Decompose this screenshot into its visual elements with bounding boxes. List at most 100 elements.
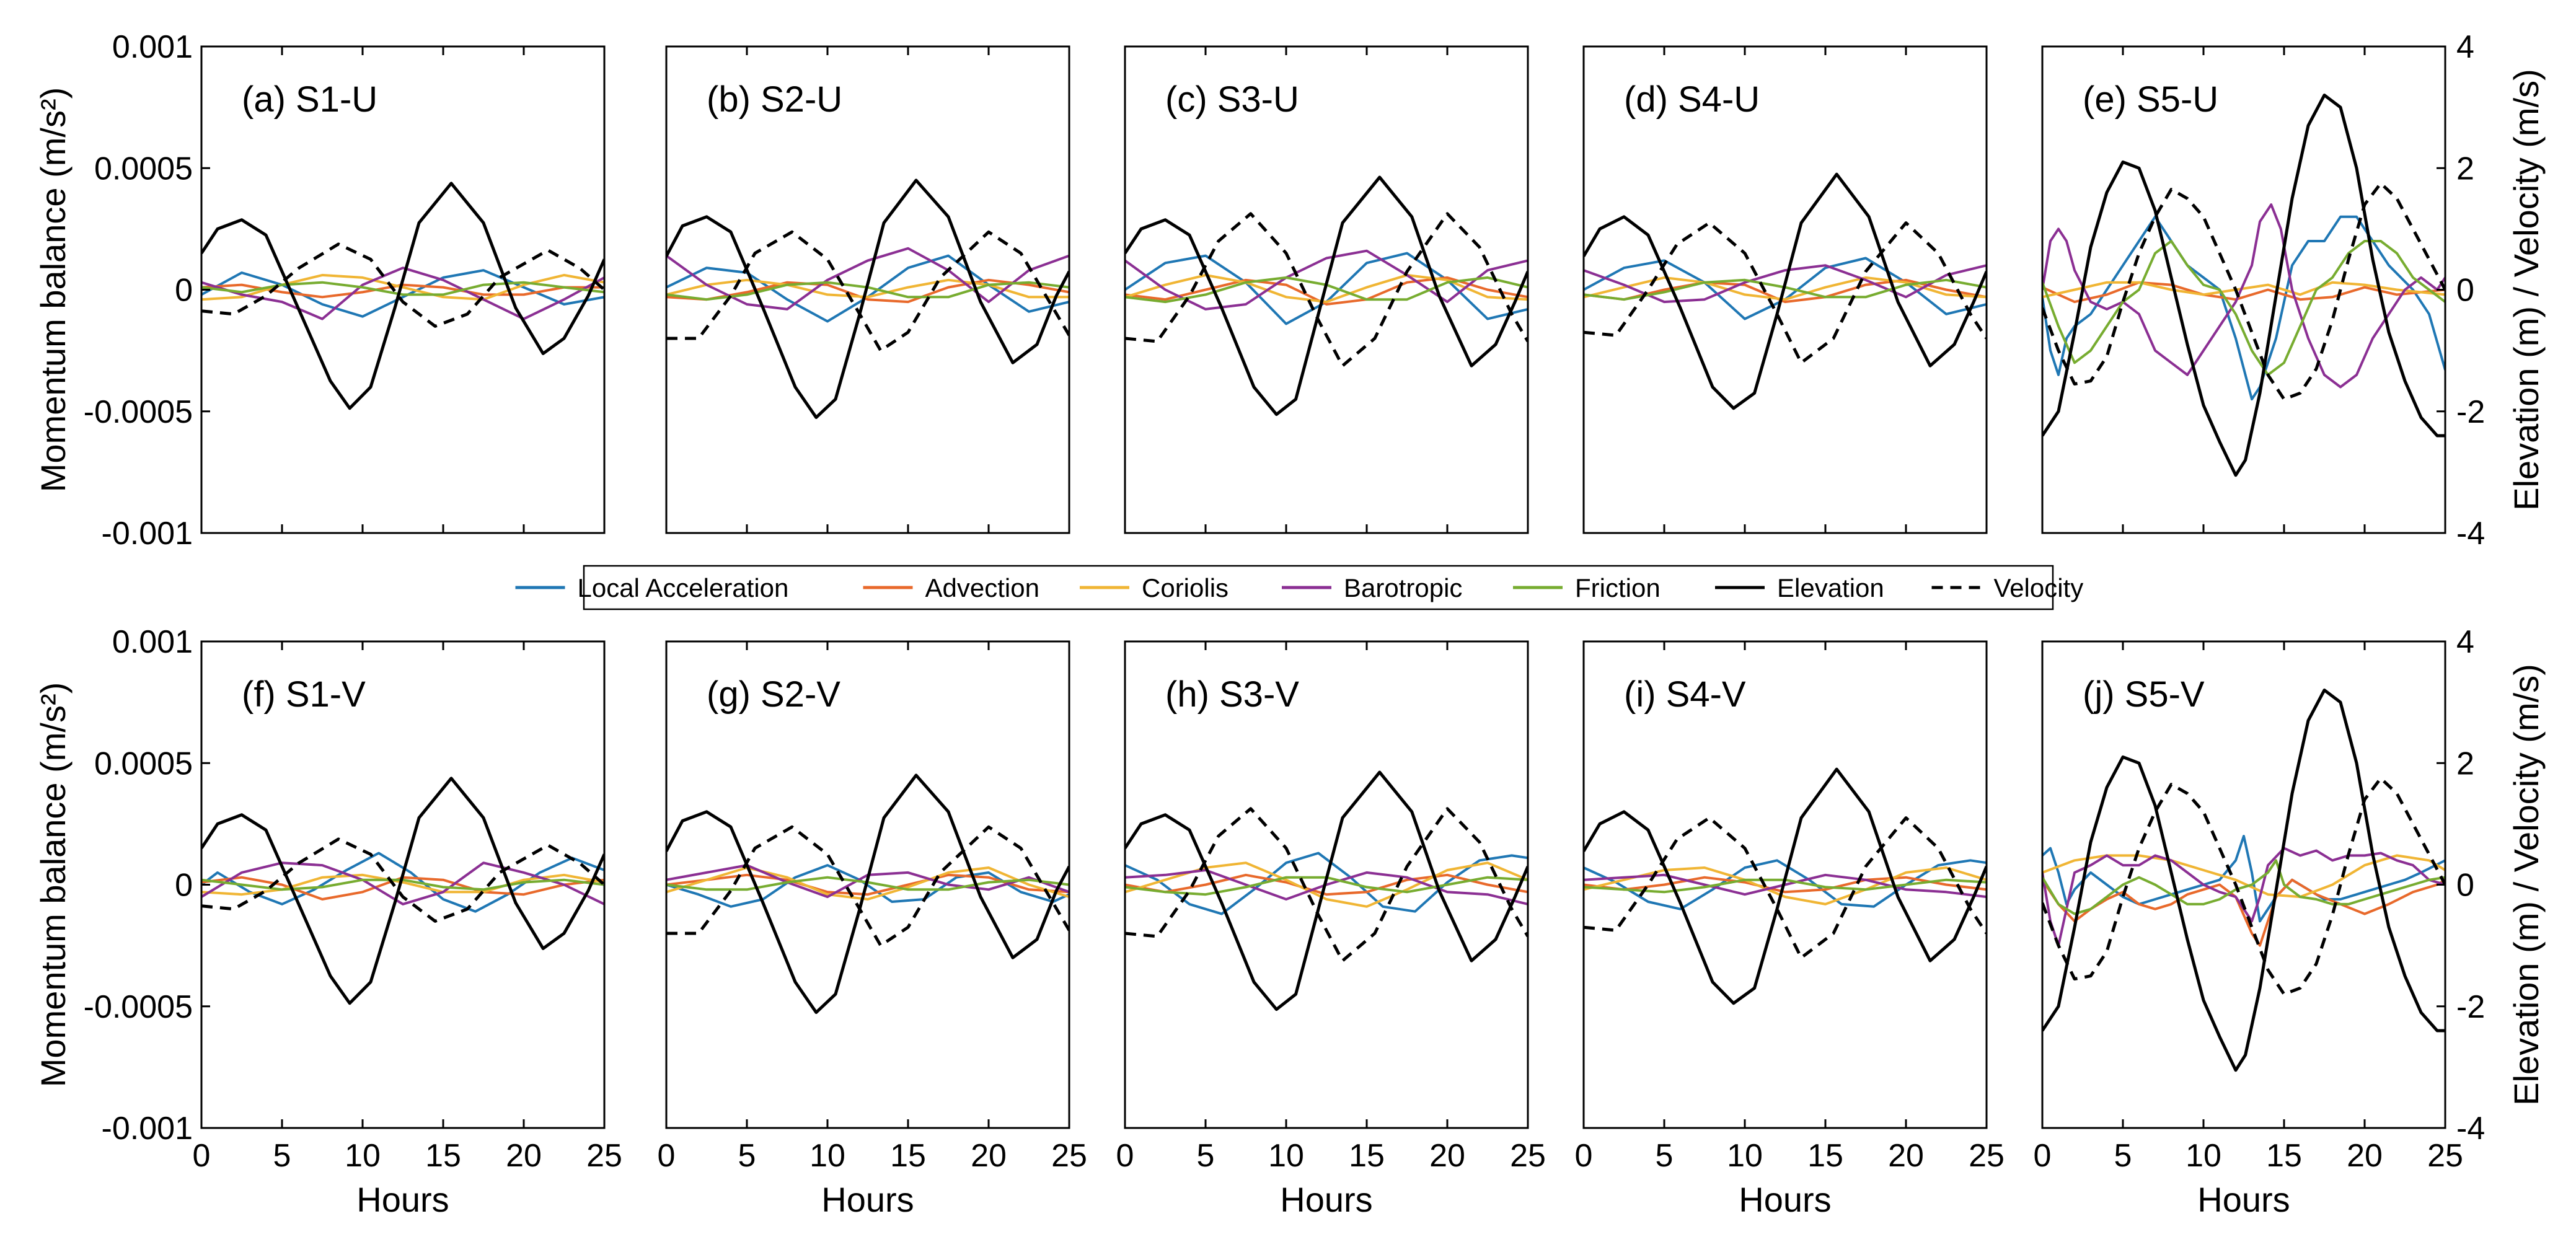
series-line-coriolis [666,278,1069,299]
y-tick-label-right: 4 [2456,624,2474,660]
panel-label: (b) S2-U [707,79,842,120]
x-tick-label: 5 [1656,1138,1674,1174]
x-tick-label: 5 [738,1138,756,1174]
x-tick-label: 0 [658,1138,676,1174]
series-line-elevation [1125,175,1528,416]
y-axis-title-right: Elevation (m) / Velocity (m/s) [2507,664,2546,1106]
series-line-barotropic [1125,249,1528,310]
x-tick-label: 15 [1807,1138,1843,1174]
x-tick-label: 20 [971,1138,1007,1174]
panel-f-s1-v: 0 5 10 15 20 25 Hours -0.001 -0.0005 0 0.0005 0.001… [33,624,622,1219]
y-tick-label-right: 2 [2456,151,2474,187]
panel-h-s3-v: 0 5 10 15 20 25 Hours (h) S3-V [1116,640,1546,1219]
panel-label: (h) S3-V [1165,674,1299,715]
x-tick-label: 25 [2427,1138,2463,1174]
panel-b-s2-u: (b) S2-U [665,45,1070,534]
series-line-velocity [1125,212,1528,368]
x-tick-label: 5 [2114,1138,2132,1174]
series-line-elevation [2042,94,2445,477]
x-tick-label: 10 [1268,1138,1304,1174]
x-tick-label: 15 [425,1138,461,1174]
series-line-barotropic [666,247,1069,310]
series-line-elevation [1584,767,1987,1005]
legend-item-coriolis: Coriolis [1080,573,1228,602]
x-axis-title: Hours [821,1180,914,1219]
legend-label: Barotropic [1344,573,1462,602]
plot-frame [1124,45,1529,534]
legend-label: Local Acceleration [578,573,789,602]
series-line-local-acceleration [666,864,1069,908]
legend-label: Elevation [1777,573,1884,602]
x-tick-label: 15 [1349,1138,1385,1174]
x-tick-label: 20 [2347,1138,2383,1174]
series-line-advection [2042,878,2445,947]
x-tick-label: 5 [1197,1138,1215,1174]
series-line-velocity [1584,816,1987,959]
panel-c-s3-u: (c) S3-U [1124,45,1529,534]
plot-frame [1124,640,1529,1129]
x-tick-label: 25 [1969,1138,2005,1174]
series-line-velocity [666,230,1069,353]
y-tick-label: -0.0005 [84,394,193,430]
panel-g-s2-v: 0 5 10 15 20 25 Hours (g) S2-V [658,640,1087,1219]
panel-label: (a) S1-U [242,79,377,120]
series-line-coriolis [2042,854,2445,899]
y-axis-title-left: Momentum balance (m/s²) [33,682,73,1088]
y-tick-label: 0 [175,273,193,309]
series-line-advection [666,278,1069,304]
y-tick-label: 0.001 [112,624,193,660]
series-line-velocity [201,837,604,923]
y-tick-label: -0.001 [102,1111,193,1147]
x-tick-label: 20 [1429,1138,1465,1174]
series-group [2042,689,2445,1072]
series-group [666,178,1069,420]
series-line-coriolis [1125,273,1528,304]
panel-label: (c) S3-U [1165,79,1299,120]
x-tick-label: 15 [890,1138,926,1174]
x-tick-label: 10 [809,1138,845,1174]
y-axis-title-left: Momentum balance (m/s²) [33,87,73,493]
panel-a-s1-u: -0.001 -0.0005 0 0.0005 0.001 Momentum balanc… [33,29,606,552]
legend: Local Acceleration Advection Coriolis Barot… [515,565,2084,610]
plot-frame [665,640,1070,1129]
legend-label: Coriolis [1142,573,1228,602]
x-tick-label: 20 [506,1138,542,1174]
series-line-barotropic [1125,869,1528,905]
plot-frame [1582,640,1988,1129]
series-line-coriolis [666,866,1069,901]
y-tick-label-right: -2 [2456,394,2485,430]
y-tick-label-right: 0 [2456,273,2474,309]
series-line-velocity [666,825,1069,948]
panel-i-s4-v: 0 5 10 15 20 25 Hours (i) S4-V [1575,640,2005,1219]
series-line-barotropic [2042,847,2445,947]
panel-label: (i) S4-V [1624,674,1746,715]
y-tick-label-right: -4 [2456,516,2485,552]
panel-label: (e) S5-U [2083,79,2218,120]
legend-item-elevation: Elevation [1715,573,1884,602]
x-tick-label: 0 [2034,1138,2052,1174]
legend-item-friction: Friction [1513,573,1661,602]
legend-label: Friction [1575,573,1661,602]
series-group [1584,767,1987,1005]
series-line-barotropic [2042,203,2445,389]
series-line-advection [1584,876,1987,894]
panel-label: (d) S4-U [1624,79,1760,120]
series-group [201,182,604,410]
panel-label: (f) S1-V [242,674,366,715]
y-tick-label-right: 0 [2456,868,2474,904]
x-axis-title: Hours [1280,1180,1372,1219]
plot-frame [1582,45,1988,534]
series-line-coriolis [201,273,604,301]
x-tick-label: 0 [1116,1138,1134,1174]
series-line-velocity [1125,807,1528,962]
x-tick-label: 25 [1510,1138,1546,1174]
x-tick-label: 25 [586,1138,622,1174]
series-line-coriolis [1584,866,1987,905]
x-tick-label: 10 [345,1138,381,1174]
y-tick-label-right: 2 [2456,746,2474,782]
x-axis-title: Hours [1739,1180,1831,1219]
legend-label: Advection [925,573,1039,602]
x-tick-label: 0 [1575,1138,1593,1174]
legend-label: Velocity [1994,573,2084,602]
